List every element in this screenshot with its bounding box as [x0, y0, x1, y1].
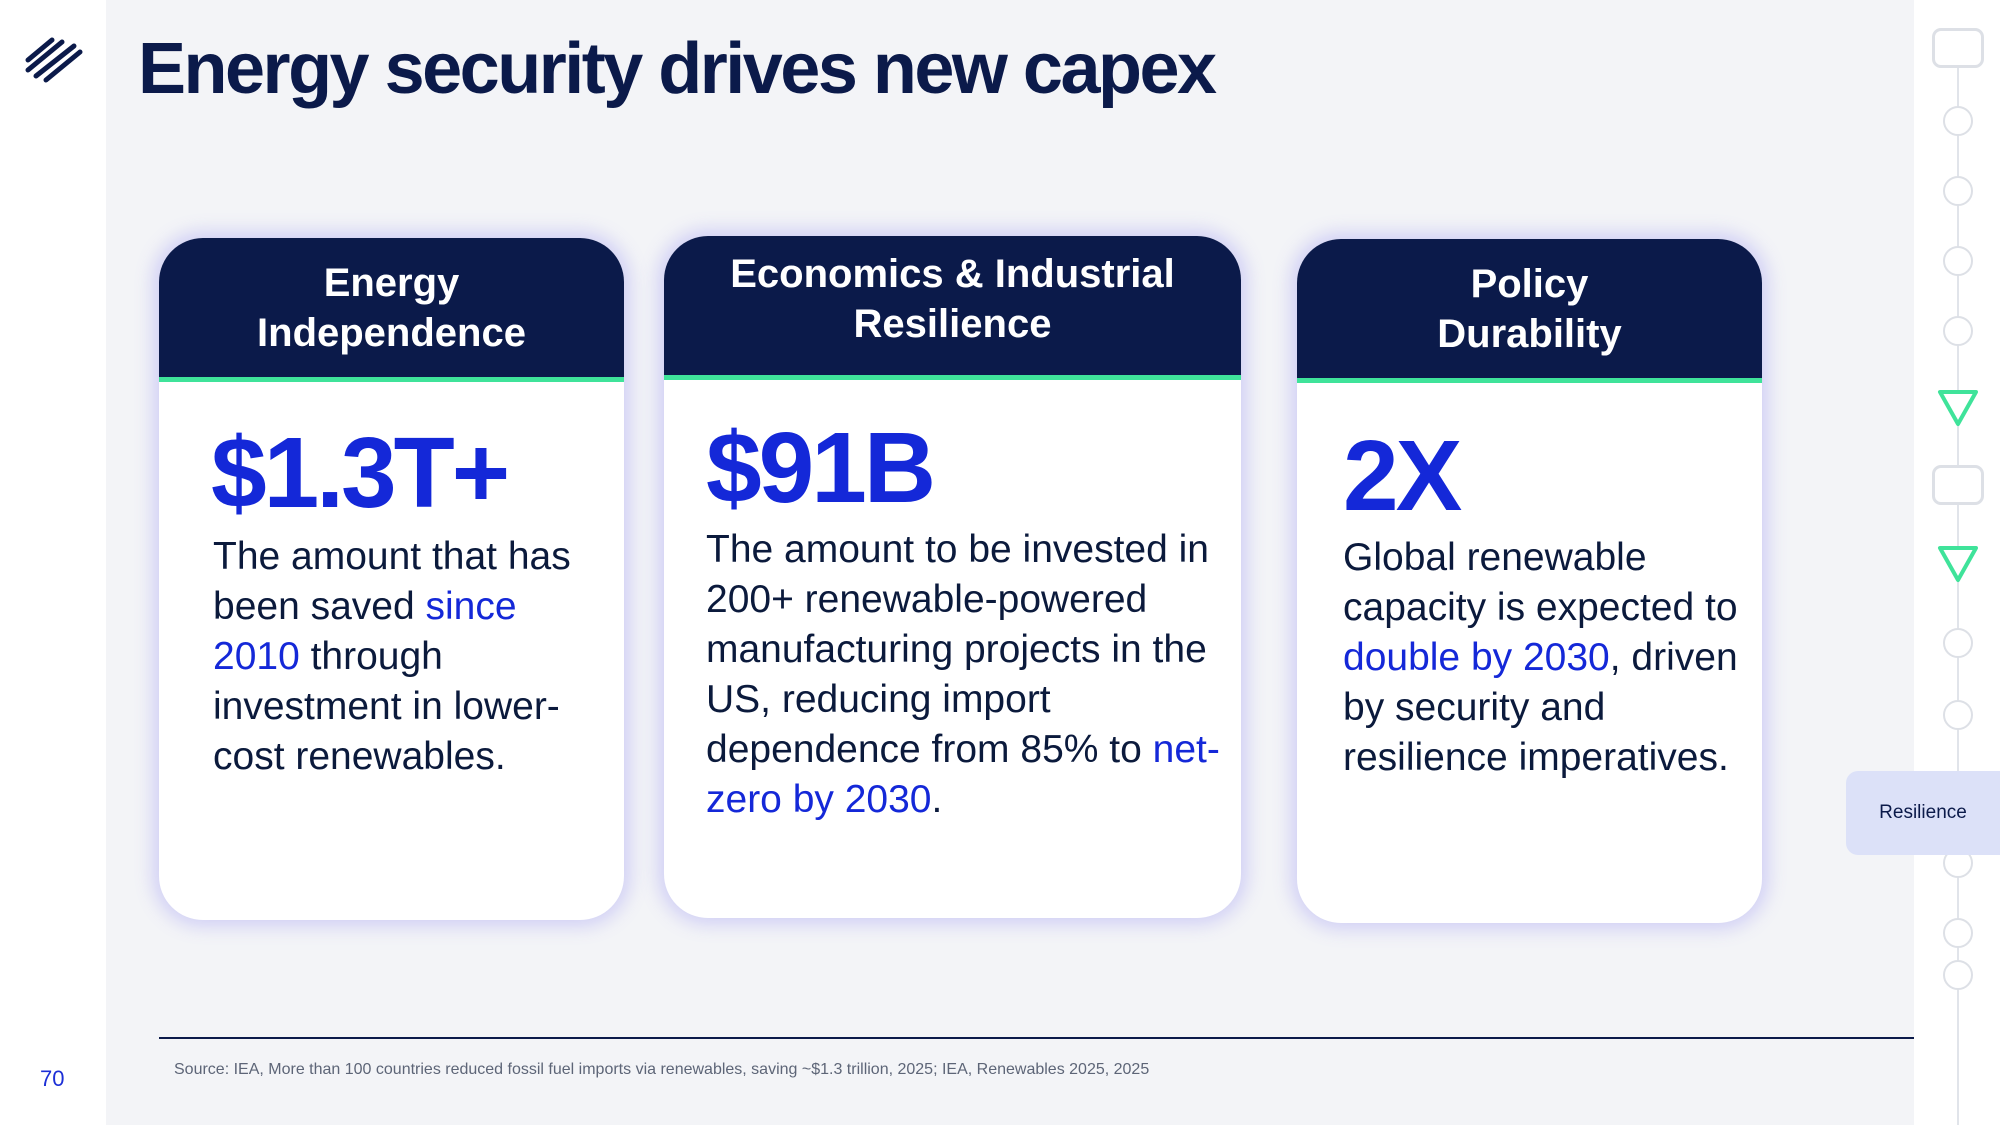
highlight-text: since 2010: [213, 585, 517, 678]
card-title-line: Policy: [1470, 261, 1589, 306]
card-description: The amount that has been saved since 201…: [213, 535, 571, 778]
card-header: Energy Independence: [159, 238, 624, 382]
page-number: 70: [40, 1066, 65, 1091]
progress-node-circle-icon[interactable]: [1943, 700, 1973, 730]
progress-node-circle-icon[interactable]: [1943, 960, 1973, 990]
card-stat: 2X: [1343, 420, 1462, 532]
card-economics-industrial-resilience: Economics & Industrial Resilience $91B T…: [664, 236, 1241, 918]
section-tab-resilience[interactable]: Resilience: [1846, 771, 2000, 855]
progress-node-circle-icon[interactable]: [1943, 176, 1973, 206]
card-policy-durability: Policy Durability 2X Global renewable ca…: [1297, 239, 1762, 923]
card-description: The amount to be invested in 200+ renewa…: [706, 528, 1220, 821]
progress-node-circle-icon[interactable]: [1943, 246, 1973, 276]
progress-node-triangle-icon[interactable]: [1936, 544, 1980, 584]
card-description: Global renewable capacity is expected to…: [1343, 536, 1738, 779]
card-header: Economics & Industrial Resilience: [664, 236, 1241, 380]
card-header: Policy Durability: [1297, 239, 1762, 383]
progress-node-circle-icon[interactable]: [1943, 918, 1973, 948]
card-energy-independence: Energy Independence $1.3T+ The amount th…: [159, 238, 624, 920]
progress-node-circle-icon[interactable]: [1943, 106, 1973, 136]
card-title-line: Independence: [257, 310, 526, 355]
highlight-text: net-zero by 2030: [706, 728, 1220, 821]
progress-line: [1957, 50, 1959, 1125]
slide-title: Energy security drives new capex: [138, 29, 1217, 109]
progress-node-rect-icon[interactable]: [1932, 465, 1984, 505]
card-stat: $1.3T+: [211, 417, 510, 529]
card-title: Policy Durability: [1437, 259, 1621, 359]
card-title-line: Durability: [1437, 311, 1622, 356]
progress-node-triangle-icon[interactable]: [1936, 388, 1980, 428]
card-stat: $91B: [706, 412, 936, 524]
card-title-line: Resilience: [853, 301, 1052, 346]
source-note: Source: IEA, More than 100 countries red…: [174, 1061, 1150, 1078]
footer-divider: [159, 1037, 1914, 1039]
card-title-line: Economics & Industrial: [730, 251, 1175, 296]
progress-node-circle-icon[interactable]: [1943, 316, 1973, 346]
card-title: Economics & Industrial Resilience: [730, 249, 1175, 349]
left-rail: [0, 0, 106, 1125]
highlight-text: double by 2030: [1343, 636, 1610, 679]
card-title-line: Energy: [323, 260, 460, 305]
company-logo-icon: [25, 37, 83, 83]
card-title: Energy Independence: [257, 258, 526, 358]
progress-node-rect-icon[interactable]: [1932, 28, 1984, 68]
progress-node-circle-icon[interactable]: [1943, 628, 1973, 658]
